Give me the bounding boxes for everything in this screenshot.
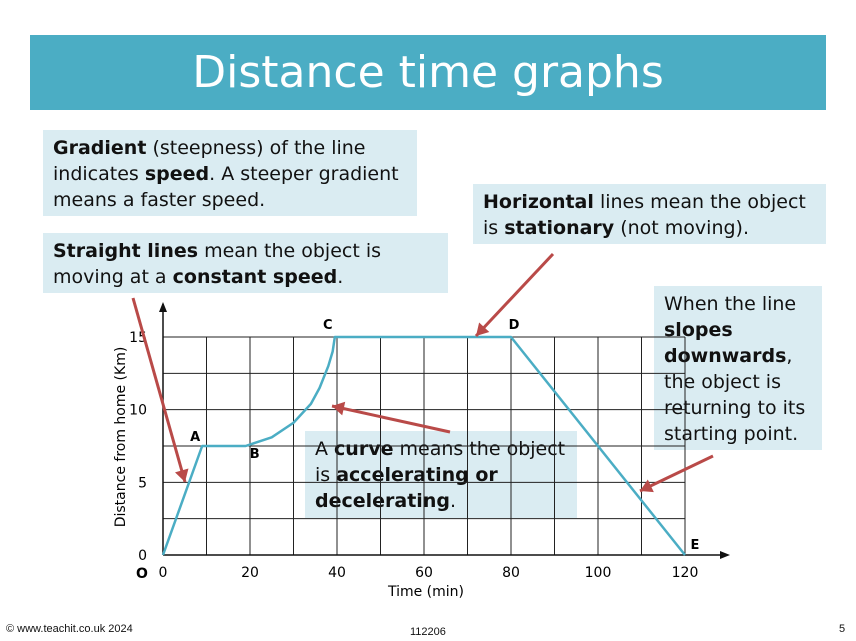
note-slopes: When the line slopes downwards, the obje…: [654, 286, 822, 450]
origin-label: O: [136, 566, 148, 582]
footer-code: 112206: [410, 626, 446, 638]
note-text-segment: (steepness) of the line indicates: [53, 137, 366, 185]
arrow-horizontal: [474, 252, 555, 338]
point-label: E: [691, 538, 700, 553]
note-text-segment: constant speed: [172, 266, 338, 288]
x-tick-label: 0: [159, 565, 168, 581]
y-axis-arrowhead: [159, 302, 167, 312]
note-text-segment: speed: [144, 163, 210, 185]
note-text-segment: accelerating or decelerating: [315, 464, 498, 512]
note-text-segment: (not moving).: [614, 217, 750, 239]
point-label: A: [190, 430, 200, 445]
x-tick-label: 40: [328, 565, 346, 581]
x-tick-label: 20: [241, 565, 259, 581]
arrow-horizontal-head: [476, 322, 490, 336]
note-text-segment: Horizontal: [483, 191, 594, 213]
y-tick-label: 5: [138, 475, 147, 491]
x-tick-label: 100: [585, 565, 612, 581]
arrow-straight-lines: [131, 297, 187, 483]
note-text-segment: .: [337, 266, 344, 288]
arrow-slopes: [639, 454, 714, 493]
chart-point-labels: A B C D E: [190, 318, 699, 553]
note-text-segment: , the object is returning to its startin…: [664, 345, 806, 445]
note-text-segment: means the object is: [315, 438, 566, 486]
note-text-segment: slopes downwards: [664, 319, 787, 367]
note-text-segment: Gradient: [53, 137, 147, 159]
note-text-segment: A: [315, 438, 335, 460]
point-label: C: [323, 318, 333, 333]
x-axis-label: Time (min): [387, 584, 464, 600]
y-axis-label: Distance from home (Km): [113, 347, 129, 528]
page-number: 5: [839, 623, 846, 635]
page-title: Distance time graphs: [192, 47, 664, 98]
note-text-segment: .: [449, 490, 456, 512]
title-bar: Distance time graphs: [30, 35, 826, 110]
note-text-segment: stationary: [504, 217, 615, 239]
annotation-arrows: [131, 252, 714, 493]
note-text-segment: When the line: [664, 293, 797, 315]
series-line: [161, 335, 686, 556]
x-axis-arrowhead: [720, 551, 730, 559]
chart-series: [161, 335, 686, 556]
x-tick-label: 80: [502, 565, 520, 581]
note-text-segment: curve: [334, 438, 394, 460]
x-tick-label: 120: [672, 565, 699, 581]
y-tick-label: 10: [129, 403, 147, 419]
note-text-segment: . A steeper gradient means a faster spee…: [53, 163, 399, 211]
arrow-slopes-head: [640, 479, 654, 493]
point-label: D: [509, 318, 520, 333]
point-label: B: [250, 447, 260, 462]
note-horizontal: Horizontal lines mean the object is stat…: [473, 184, 826, 244]
note-straight-lines: Straight lines mean the object is moving…: [43, 233, 448, 293]
arrow-curve: [331, 404, 451, 434]
arrow-straight-lines-head: [175, 468, 189, 482]
note-text-segment: lines mean the object is: [483, 191, 806, 239]
footer-copyright: © www.teachit.co.uk 2024: [6, 623, 133, 635]
note-text-segment: Straight lines: [53, 240, 199, 262]
x-tick-label: 60: [415, 565, 433, 581]
chart-axes: [159, 302, 730, 559]
note-gradient: Gradient (steepness) of the line indicat…: [43, 130, 417, 216]
note-text-segment: mean the object is moving at a: [53, 240, 381, 288]
arrow-curve-head: [332, 401, 346, 416]
y-tick-label: 0: [138, 548, 147, 564]
